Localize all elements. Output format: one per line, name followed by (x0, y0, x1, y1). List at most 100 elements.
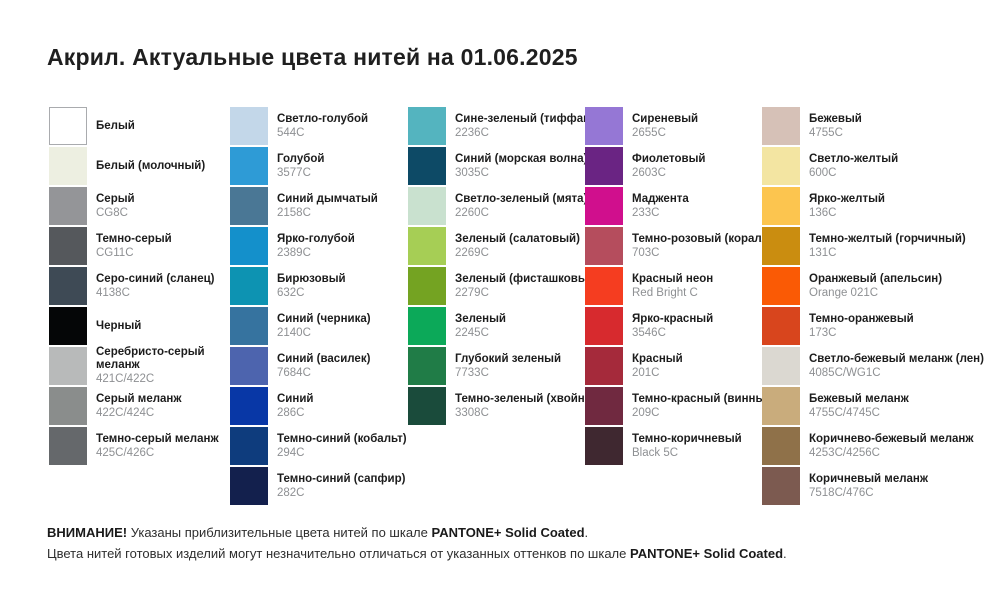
color-name: Светло-желтый (809, 152, 899, 165)
pantone-code: 136C (809, 206, 837, 219)
pantone-code: 544C (277, 126, 305, 139)
color-swatch (762, 387, 800, 425)
color-item: Ярко-голубой 2389C (230, 227, 407, 267)
color-swatch (408, 347, 446, 385)
color-swatch (762, 147, 800, 185)
color-label: Темно-желтый (горчичный) 131C (809, 227, 966, 265)
color-label: Голубой 3577C (277, 147, 324, 185)
pantone-code: Orange 021C (809, 286, 879, 299)
color-name: Темно-красный (винный) (632, 392, 777, 405)
pantone-code: 3035C (455, 166, 489, 179)
color-label: Красный неон Red Bright C (632, 267, 713, 305)
color-swatch (230, 427, 268, 465)
color-swatch (408, 307, 446, 345)
color-label: Красный 201C (632, 347, 683, 385)
pantone-code: Black 5C (632, 446, 679, 459)
color-name: Глубокий зеленый (455, 352, 562, 365)
footer-line-1: ВНИМАНИЕ! Указаны приблизительные цвета … (47, 523, 787, 544)
pantone-code: 2603C (632, 166, 666, 179)
color-name: Ярко-желтый (809, 192, 885, 205)
color-swatch (230, 227, 268, 265)
color-item: Красный 201C (585, 347, 776, 387)
color-name: Серо-синий (сланец) (96, 272, 215, 285)
color-item: Темно-зеленый (хвойный) 3308C (408, 387, 605, 427)
color-swatch (585, 347, 623, 385)
color-label: Бежевый 4755C (809, 107, 862, 145)
footer-note: ВНИМАНИЕ! Указаны приблизительные цвета … (47, 523, 787, 564)
color-item: Белый (молочный) (49, 147, 219, 187)
pantone-code: 2260C (455, 206, 489, 219)
footer-text: . (584, 525, 589, 540)
color-label: Синий 286C (277, 387, 313, 425)
color-label: Синий (морская волна) 3035C (455, 147, 587, 185)
color-label: Глубокий зеленый 7733C (455, 347, 561, 385)
color-name: Темно-розовый (коралл) (632, 232, 773, 245)
pantone-code: 3577C (277, 166, 311, 179)
color-name: Синий (277, 392, 314, 405)
color-name: Темно-оранжевый (809, 312, 914, 325)
color-item: Темно-красный (винный) 209C (585, 387, 776, 427)
color-name: Ярко-голубой (277, 232, 355, 245)
color-label: Бежевый меланж 4755C/4745C (809, 387, 909, 425)
color-item: Ярко-красный 3546C (585, 307, 776, 347)
color-item: Светло-зеленый (мята) 2260C (408, 187, 605, 227)
pantone-code: 2245C (455, 326, 489, 339)
color-name: Темно-зеленый (хвойный) (455, 392, 606, 405)
color-label: Синий (черника) 2140C (277, 307, 371, 345)
color-name: Темно-коричневый (632, 432, 742, 445)
color-swatch (408, 267, 446, 305)
color-name: Сине-зеленый (тиффани) (455, 112, 601, 125)
color-swatch (585, 107, 623, 145)
color-name: Красный (632, 352, 683, 365)
color-item: Темно-оранжевый 173C (762, 307, 984, 347)
color-item: Темно-синий (кобальт) 294C (230, 427, 407, 467)
color-name: Маджента (632, 192, 689, 205)
color-swatch (49, 227, 87, 265)
pantone-code: 3546C (632, 326, 666, 339)
color-label: Темно-серый CG11C (96, 227, 172, 265)
pantone-code: 600C (809, 166, 837, 179)
color-item: Бежевый меланж 4755C/4745C (762, 387, 984, 427)
color-item: Сине-зеленый (тиффани) 2236C (408, 107, 605, 147)
footer-text: Указаны приблизительные цвета нитей по ш… (127, 525, 432, 540)
color-label: Коричнево-бежевый меланж 4253C/4256C (809, 427, 974, 465)
color-swatch (230, 267, 268, 305)
color-label: Темно-синий (сапфир) 282C (277, 467, 405, 505)
pantone-code: 4138C (96, 286, 130, 299)
color-name: Темно-серый меланж (96, 432, 219, 445)
color-item: Оранжевый (апельсин) Orange 021C (762, 267, 984, 307)
pantone-code: 131C (809, 246, 837, 259)
color-name: Серый меланж (96, 392, 182, 405)
color-label: Светло-голубой 544C (277, 107, 368, 145)
color-item: Серый CG8C (49, 187, 219, 227)
color-item: Зеленый 2245C (408, 307, 605, 347)
warning-label: ВНИМАНИЕ! (47, 525, 128, 540)
color-item: Бирюзовый 632C (230, 267, 407, 307)
color-label: Темно-оранжевый 173C (809, 307, 914, 345)
pantone-code: 2279C (455, 286, 489, 299)
color-name: Красный неон (632, 272, 714, 285)
page-title: Акрил. Актуальные цвета нитей на 01.06.2… (47, 44, 578, 70)
color-name: Коричневый меланж (809, 472, 929, 485)
color-swatch (585, 387, 623, 425)
pantone-code: 282C (277, 486, 305, 499)
color-item: Синий (василек) 7684C (230, 347, 407, 387)
color-label: Черный (96, 307, 141, 345)
color-name: Оранжевый (апельсин) (809, 272, 943, 285)
color-swatch (585, 427, 623, 465)
color-label: Коричневый меланж 7518C/476C (809, 467, 928, 505)
color-name: Голубой (277, 152, 325, 165)
color-label: Бирюзовый 632C (277, 267, 346, 305)
color-name: Синий (черника) (277, 312, 371, 325)
color-label: Зеленый 2245C (455, 307, 506, 345)
pantone-code: 294C (277, 446, 305, 459)
color-name: Светло-голубой (277, 112, 369, 125)
color-swatch (49, 107, 87, 145)
color-item: Черный (49, 307, 219, 347)
color-swatch (49, 427, 87, 465)
color-swatch (49, 267, 87, 305)
color-swatch (762, 107, 800, 145)
color-item: Светло-желтый 600C (762, 147, 984, 187)
color-name: Зеленый (салатовый) (455, 232, 580, 245)
pantone-code: 209C (632, 406, 660, 419)
